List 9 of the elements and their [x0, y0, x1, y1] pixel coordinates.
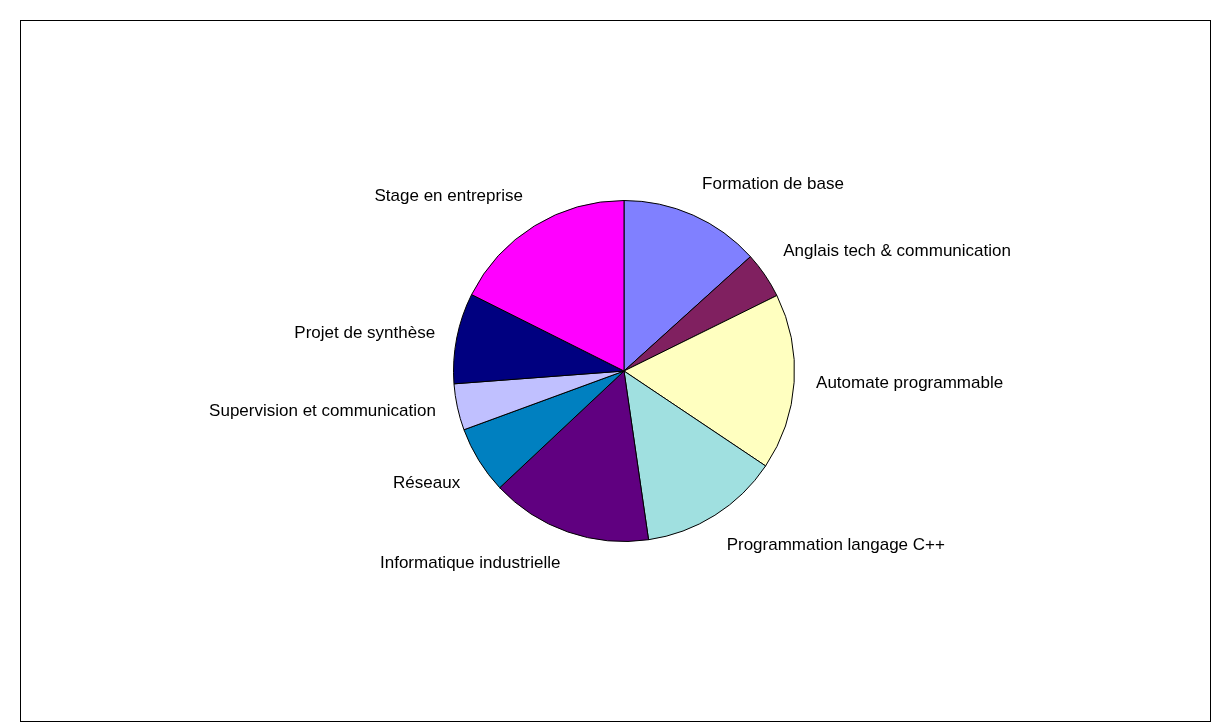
- slice-label: Stage en entreprise: [374, 185, 523, 205]
- slice-label: Formation de base: [702, 173, 844, 193]
- slice-label: Programmation langage C++: [726, 534, 945, 554]
- slice-label: Projet de synthèse: [294, 323, 436, 343]
- slice-label: Automate programmable: [816, 373, 1004, 393]
- slice-label: Anglais tech & communication: [783, 241, 1011, 261]
- slice-label: Réseaux: [393, 472, 461, 492]
- slice-label: Informatique industrielle: [380, 553, 561, 573]
- slice-label: Supervision et communication: [209, 401, 436, 421]
